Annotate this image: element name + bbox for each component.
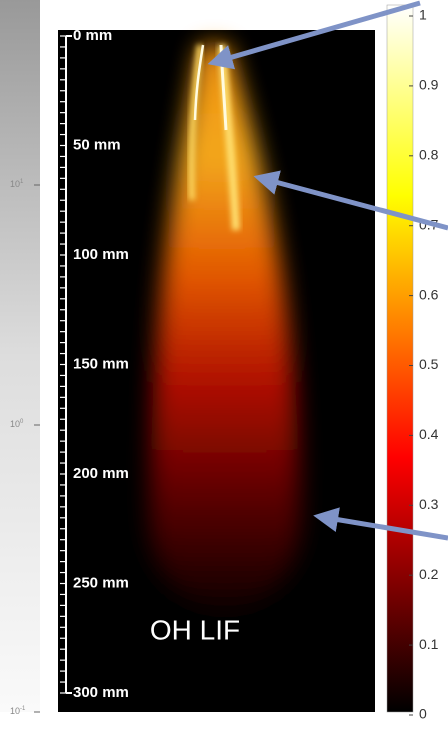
arrow <box>253 170 448 231</box>
colorbar-tick-label: 0.3 <box>419 496 439 512</box>
left-colorbar-label: 101 <box>10 179 24 190</box>
ruler-label: 50 mm <box>73 136 121 153</box>
colorbar-ticks: 00.10.20.30.40.50.60.70.80.91 <box>409 7 439 722</box>
colorbar-tick-label: 0.2 <box>419 566 439 582</box>
label-exponent: -1 <box>20 706 26 712</box>
ruler-label: 250 mm <box>73 574 129 591</box>
arrow <box>207 0 421 70</box>
colorbar-tick-label: 1 <box>419 7 427 23</box>
image-label: OH LIF <box>150 614 240 645</box>
scale-bar: 0 mm 50 mm 100 mm 150 mm 200 mm 250 mm 300 mm <box>60 27 129 701</box>
ruler-label: 100 mm <box>73 246 129 263</box>
ruler-label: 0 mm <box>73 27 112 44</box>
colorbar-tick-label: 0.9 <box>419 77 439 93</box>
ruler-label: 150 mm <box>73 355 129 372</box>
colorbar-tick-label: 0.5 <box>419 356 439 372</box>
colorbar-tick-label: 0 <box>419 706 427 722</box>
label-base: 10 <box>10 179 20 189</box>
colorbar-tick-label: 0.1 <box>419 636 439 652</box>
label-exponent: 0 <box>20 419 24 425</box>
ruler-label: 200 mm <box>73 465 129 482</box>
left-colorbar <box>0 0 40 712</box>
left-colorbar-label: 100 <box>10 419 24 430</box>
label-base: 10 <box>10 419 20 429</box>
colorbar-tick-label: 0.8 <box>419 147 439 163</box>
label-base: 10 <box>10 706 20 716</box>
colorbar-tick-label: 0.4 <box>419 426 439 442</box>
colorbar-tick-label: 0.6 <box>419 286 439 302</box>
arrows <box>207 0 448 541</box>
colorbar <box>386 4 414 713</box>
left-colorbar-label: 10-1 <box>10 706 26 717</box>
ruler-label: 300 mm <box>73 684 129 701</box>
arrow <box>313 507 448 541</box>
label-exponent: 1 <box>20 179 24 185</box>
